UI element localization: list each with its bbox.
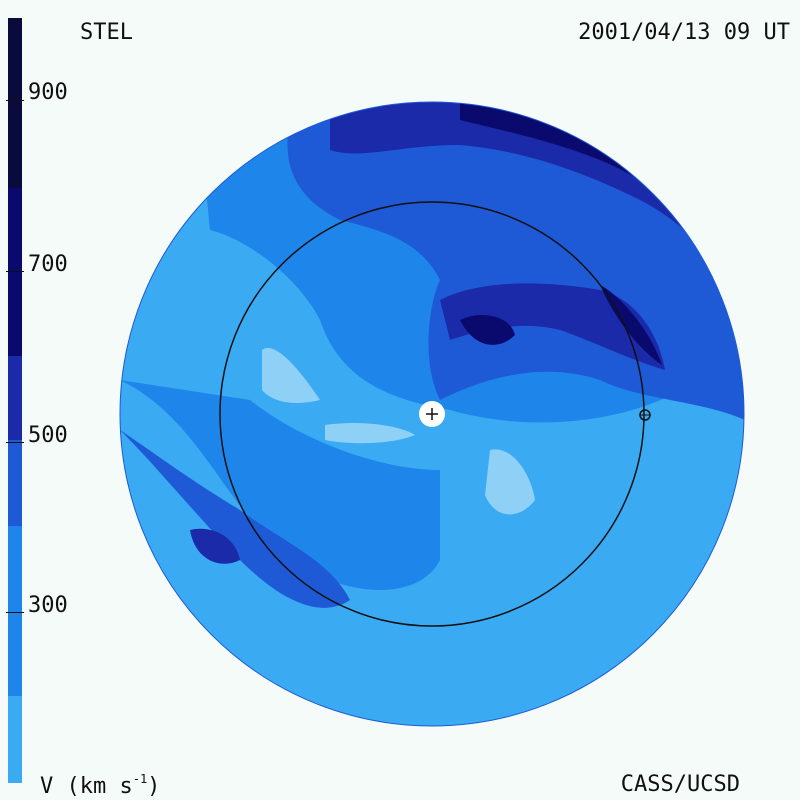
source-label: STEL (80, 20, 133, 45)
map-outer-edge (119, 101, 745, 727)
contour-faster-left (190, 528, 240, 564)
colorbar-tick-500 (6, 442, 24, 443)
contour-mid-left (120, 380, 440, 590)
velocity-colorbar (8, 18, 22, 783)
unit-suffix: ) (147, 774, 161, 799)
colorbar-band-4 (8, 440, 22, 526)
colorbar-band-1 (8, 18, 22, 188)
unit-label: V (km s-1) (40, 772, 160, 799)
earth-orbit-circle (219, 201, 645, 627)
colorbar-band-6 (8, 696, 22, 783)
credit-label: CASS/UCSD (620, 772, 740, 797)
colorbar-tick-900 (6, 100, 24, 101)
colorbar-tick-700 (6, 271, 24, 272)
colorbar-label-700: 700 (28, 252, 68, 277)
colorbar-label-900: 900 (28, 80, 68, 105)
colorbar-band-3 (8, 356, 22, 440)
colorbar-band-2 (8, 188, 22, 356)
colorbar-label-500: 500 (28, 423, 68, 448)
contour-slow-west (262, 348, 320, 403)
contour-fastest-core (460, 315, 515, 345)
contour-faster-east (440, 283, 665, 370)
colorbar-tick-300 (6, 612, 24, 613)
velocity-contours (120, 102, 744, 726)
contour-slow-center (325, 423, 415, 444)
contour-slow-south (485, 449, 535, 515)
unit-prefix: V (km s (40, 774, 133, 799)
timestamp-label: 2001/04/13 09 UT (578, 20, 790, 45)
contour-fastest-east (600, 285, 662, 365)
unit-exponent: -1 (132, 772, 148, 786)
contour-fast-left (120, 430, 350, 608)
colorbar-band-5 (8, 526, 22, 696)
colorbar-label-300: 300 (28, 593, 68, 618)
